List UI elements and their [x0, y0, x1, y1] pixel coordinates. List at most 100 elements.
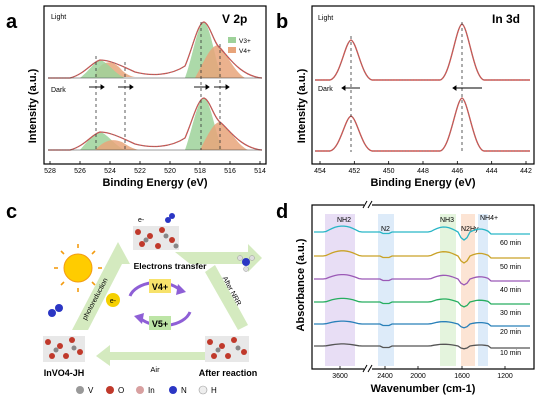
panel-a-tick-label: 520 — [164, 168, 176, 175]
ftir-series-line — [314, 225, 530, 241]
panel-b-dark-label: Dark — [318, 86, 333, 93]
panel-d-tick-label: 2400 — [377, 373, 393, 380]
nh3-molecule-icon — [237, 255, 255, 272]
panel-d-ticks: 3600 2400 2000 1600 1200 — [332, 366, 513, 380]
electrons-transfer-label: Electrons transfer — [134, 261, 207, 271]
panel-b-ylabel: Intensity (a.u.) — [296, 68, 308, 143]
axis-break — [362, 200, 373, 373]
panel-a-letter: a — [6, 11, 18, 33]
panel-a-element: V 2p — [222, 12, 247, 26]
n2-molecule-icon — [48, 304, 63, 317]
legend-in-label: In — [148, 386, 155, 395]
panel-a-frame — [43, 5, 267, 165]
dark-v4-2p3-peak — [200, 122, 248, 150]
panel-b-tick-label: 444 — [486, 168, 498, 175]
in-light-raw — [315, 23, 530, 81]
v4-label: V4+ — [152, 282, 168, 292]
panel-a-ticks: 528 526 524 522 520 518 516 514 — [44, 161, 266, 175]
arrow-after-nrr — [205, 265, 248, 330]
panel-a-dark-label: Dark — [51, 87, 66, 94]
time-label-40: 40 min — [500, 287, 521, 294]
time-label-20: 20 min — [500, 329, 521, 336]
atom-legend: V O In N H — [76, 385, 217, 395]
legend-n-atom — [169, 386, 177, 394]
band-label-n2: N2 — [381, 226, 390, 233]
panel-b-tick-label: 446 — [451, 168, 463, 175]
ftir-spectra — [314, 225, 530, 350]
legend-h-atom — [198, 385, 208, 395]
panel-b: b Intensity (a.u.) Light Dark In 3d 454 4… — [276, 5, 535, 189]
ftir-time-labels: 60 min 50 min 40 min 30 min 20 min 10 mi… — [500, 240, 521, 357]
material-label: InVO4-JH — [44, 368, 85, 378]
light-v4-2p3-peak — [195, 45, 245, 78]
band-label-nh2: NH2 — [337, 217, 351, 224]
arrow-electrons-transfer — [175, 244, 262, 272]
panel-d-ylabel: Absorbance (a.u.) — [295, 238, 307, 331]
ftir-series-line — [314, 273, 530, 286]
panel-c: c e- Electrons transfer — [6, 201, 262, 395]
panel-b-tick-label: 454 — [314, 168, 326, 175]
electron-circle — [106, 293, 120, 307]
band-n2 — [378, 214, 394, 366]
band-label-n2hy: N2Hy — [461, 226, 479, 233]
band-nh2 — [325, 214, 355, 366]
band-nh3 — [440, 214, 456, 366]
panel-a-xlabel: Binding Energy (eV) — [102, 177, 207, 189]
panel-d-tick-label: 1200 — [497, 373, 513, 380]
band-nh4 — [478, 214, 488, 366]
air-label: Air — [150, 365, 160, 374]
panel-a-ylabel: Intensity (a.u.) — [27, 68, 39, 143]
arrow-photoreduction — [72, 242, 130, 330]
legend-v-atom — [76, 386, 84, 394]
panel-b-ticks: 454 452 450 448 446 444 442 — [314, 161, 532, 175]
legend-v4-label: V4+ — [239, 48, 251, 55]
panel-d-tick-label: 3600 — [332, 373, 348, 380]
panel-b-tick-label: 448 — [417, 168, 429, 175]
light-v3-2p1-peak — [80, 60, 125, 78]
in-light-fit — [315, 23, 530, 81]
in-dark-fit — [315, 97, 530, 152]
legend-v3-swatch — [228, 37, 236, 43]
panel-b-xlabel: Binding Energy (eV) — [370, 177, 475, 189]
legend-v-label: V — [88, 386, 94, 395]
panel-b-letter: b — [276, 11, 288, 33]
panel-d: d Absorbance (a.u.) NH2 N2 NH3 N2Hy NH4+… — [276, 200, 535, 395]
panel-a-tick-label: 516 — [224, 168, 236, 175]
panel-a-tick-label: 514 — [254, 168, 266, 175]
legend-v3-label: V3+ — [239, 38, 251, 45]
band-label-nh3: NH3 — [440, 217, 454, 224]
panel-a-tick-label: 528 — [44, 168, 56, 175]
electron-label-top: e- — [138, 217, 145, 224]
dark-raw-data — [48, 97, 263, 151]
v5-box — [149, 316, 171, 330]
time-label-30: 30 min — [500, 310, 521, 317]
time-label-50: 50 min — [500, 264, 521, 271]
crystal-structure-left — [43, 336, 85, 362]
time-label-10: 10 min — [500, 350, 521, 357]
panel-d-xlabel: Wavenumber (cm-1) — [371, 383, 476, 395]
panel-b-tick-label: 442 — [520, 168, 532, 175]
panel-a: a Intensity (a.u.) Light Dark V 2p V3+ V… — [6, 5, 267, 189]
shift-arrows-a — [89, 84, 230, 90]
panel-a-tick-label: 518 — [194, 168, 206, 175]
panel-b-light-label: Light — [318, 15, 333, 22]
light-raw-data — [48, 21, 263, 79]
crystal-structure-top — [133, 213, 179, 250]
panel-d-tick-label: 2000 — [410, 373, 426, 380]
legend-n-label: N — [181, 386, 187, 395]
panel-c-letter: c — [6, 201, 17, 223]
panel-b-tick-label: 450 — [383, 168, 395, 175]
in-dark-raw — [315, 97, 530, 152]
shift-arrows-b — [341, 85, 482, 91]
v4-box — [149, 279, 171, 293]
crystal-structure-right — [205, 336, 249, 362]
panel-a-tick-label: 526 — [74, 168, 86, 175]
arrow-air — [96, 345, 210, 366]
ftir-series-line — [314, 320, 530, 329]
legend-in-atom — [136, 386, 144, 394]
legend-o-atom — [106, 386, 114, 394]
panel-d-frame — [311, 204, 535, 370]
legend-v4-swatch — [228, 47, 236, 53]
sun-icon — [54, 244, 102, 292]
